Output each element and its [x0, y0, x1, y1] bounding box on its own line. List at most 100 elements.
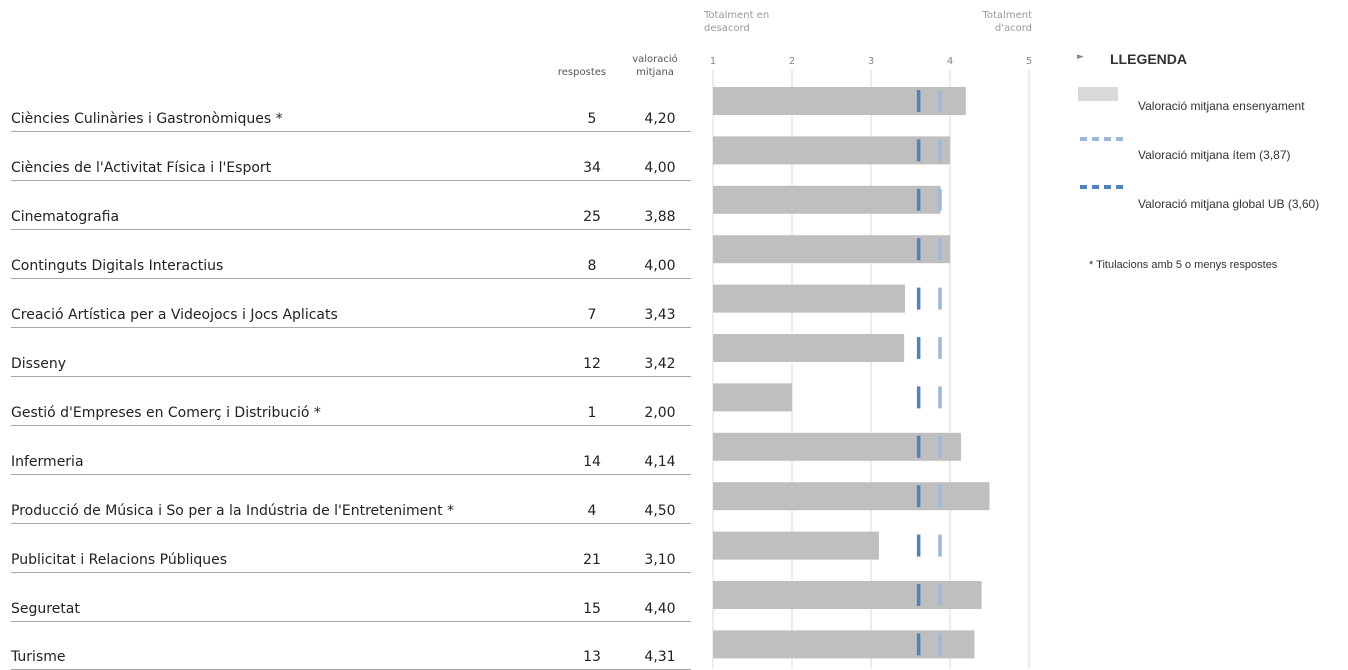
row-valoracio: 2,00 [644, 405, 676, 421]
row-valoracio: 3,10 [644, 552, 676, 568]
row-label: Infermeria [11, 454, 84, 470]
row-respostes: 13 [583, 649, 601, 665]
item-mean-marker [938, 188, 942, 211]
legend-title: LLEGENDA [1110, 51, 1187, 67]
item-mean-marker [938, 238, 942, 261]
bar [713, 334, 905, 362]
bar [713, 235, 950, 264]
item-mean-marker [938, 633, 942, 656]
legend-item-item: Valoració mitjana ítem (3,87) [1138, 148, 1291, 162]
row-valoracio: 3,43 [644, 307, 676, 323]
x-tick-label: 2 [788, 56, 796, 67]
table-row: Publicitat i Relacions Públiques 21 3,10 [11, 523, 691, 573]
table-row: Gestió d'Empreses en Comerç i Distribuci… [11, 376, 691, 426]
row-valoracio: 3,42 [644, 356, 676, 372]
row-respostes: 5 [587, 111, 597, 127]
bar [713, 630, 975, 659]
row-respostes: 8 [587, 258, 597, 274]
table-row: Turisme 13 4,31 [11, 620, 691, 670]
bar [713, 383, 792, 412]
row-valoracio: 4,00 [644, 160, 676, 176]
x-tick-label: 5 [1025, 56, 1033, 67]
row-label: Seguretat [11, 601, 80, 617]
row-label: Gestió d'Empreses en Comerç i Distribuci… [11, 405, 321, 421]
row-respostes: 25 [583, 209, 601, 225]
bar [713, 531, 879, 560]
column-header-valoracio: valoració mitjana [620, 53, 690, 79]
bar-chart [712, 70, 1030, 669]
global-mean-marker [916, 435, 921, 458]
row-respostes: 1 [587, 405, 597, 421]
scale-high-label-line1: Totalment [982, 10, 1032, 21]
table-row: Infermeria 14 4,14 [11, 425, 691, 475]
global-mean-marker [916, 287, 921, 310]
legend-bar-swatch [1078, 87, 1118, 101]
scale-high-label-line2: d'acord [994, 23, 1032, 34]
global-mean-marker [916, 139, 921, 162]
row-respostes: 4 [587, 503, 597, 519]
row-respostes: 7 [587, 307, 597, 323]
global-mean-marker [916, 337, 921, 359]
row-valoracio: 4,14 [644, 454, 676, 470]
legend-item-global: Valoració mitjana global UB (3,60) [1138, 197, 1320, 211]
table-row: Continguts Digitals Interactius 8 4,00 [11, 229, 691, 279]
item-mean-marker [938, 287, 942, 310]
table-row: Creació Artística per a Videojocs i Jocs… [11, 278, 691, 328]
row-label: Creació Artística per a Videojocs i Jocs… [11, 307, 338, 323]
column-header-valoracio-line1: valoració [632, 54, 678, 65]
row-respostes: 12 [583, 356, 601, 372]
legend-item-marker-swatch [1080, 137, 1124, 141]
bar [713, 185, 941, 214]
legend-item-bar: Valoració mitjana ensenyament [1138, 99, 1305, 113]
item-mean-marker [938, 337, 942, 359]
row-valoracio: 4,50 [644, 503, 676, 519]
global-mean-marker [916, 238, 921, 261]
scale-high-label: Totalment d'acord [960, 9, 1032, 35]
x-tick-label: 3 [867, 56, 875, 67]
table-row: Seguretat 15 4,40 [11, 572, 691, 622]
row-respostes: 15 [583, 601, 601, 617]
scale-low-label: Totalment en desacord [704, 9, 769, 35]
table-row: Disseny 12 3,42 [11, 327, 691, 377]
row-valoracio: 4,31 [644, 649, 676, 665]
row-label: Ciències de l'Activitat Física i l'Espor… [11, 160, 272, 176]
item-mean-marker [938, 435, 942, 458]
row-label: Disseny [11, 356, 67, 372]
scale-low-label-line2: desacord [704, 23, 750, 34]
global-mean-marker [916, 188, 921, 211]
bar [713, 432, 962, 461]
scale-low-label-line1: Totalment en [704, 10, 770, 21]
bar [713, 581, 982, 609]
table-row: Ciències de l'Activitat Física i l'Espor… [11, 131, 691, 181]
table-row: Ciències Culinàries i Gastronòmiques * 5… [11, 82, 691, 132]
global-mean-marker [916, 584, 921, 606]
item-mean-marker [938, 534, 942, 557]
row-label: Ciències Culinàries i Gastronòmiques * [11, 111, 283, 127]
bar [713, 284, 905, 313]
item-mean-marker [938, 139, 942, 162]
table-row: Producció de Música i So per a la Indúst… [11, 474, 691, 524]
global-mean-marker [916, 386, 921, 409]
x-tick-label: 4 [946, 56, 954, 67]
table-row: Cinematografia 25 3,88 [11, 180, 691, 230]
global-mean-marker [916, 90, 921, 112]
row-respostes: 14 [583, 454, 601, 470]
item-mean-marker [938, 386, 942, 409]
global-mean-marker [916, 633, 921, 656]
global-mean-marker [916, 485, 921, 508]
row-label: Publicitat i Relacions Públiques [11, 552, 228, 568]
row-respostes: 21 [583, 552, 601, 568]
bar [713, 482, 990, 511]
global-mean-marker [916, 534, 921, 557]
column-header-valoracio-line2: mitjana [636, 67, 674, 78]
row-label: Producció de Música i So per a la Indúst… [11, 503, 455, 519]
row-valoracio: 3,88 [644, 209, 676, 225]
row-label: Turisme [11, 649, 66, 665]
legend-global-marker-swatch [1080, 185, 1124, 189]
bar [713, 87, 966, 115]
item-mean-marker [938, 584, 942, 606]
row-valoracio: 4,20 [644, 111, 676, 127]
x-tick-label: 1 [709, 56, 717, 67]
row-respostes: 34 [583, 160, 601, 176]
column-header-respostes: respostes [557, 67, 607, 78]
